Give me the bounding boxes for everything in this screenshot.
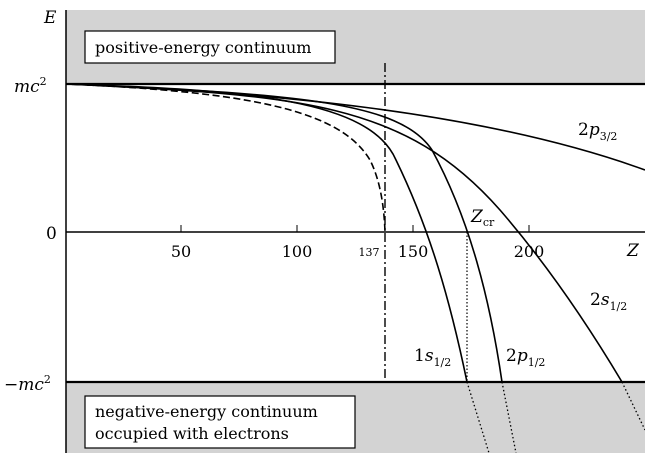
x-tick-marks: [180, 225, 530, 232]
y-axis-label: E: [43, 8, 57, 28]
x-tick-150: 150: [398, 242, 429, 261]
label-2s12: 2s1/2: [590, 290, 627, 313]
curve-2s12-continuation: [621, 381, 645, 431]
zcr-label: Zcr: [470, 207, 495, 229]
x-marker-137: 137: [359, 246, 380, 259]
curve-2p32: [65, 83, 645, 171]
curve-dirac-pointlike: [65, 83, 386, 233]
negative-continuum-box: [84, 395, 356, 449]
label-1s12: 1s1/2: [414, 346, 451, 369]
y-tick-mc2: mc2: [14, 75, 47, 97]
curve-2p12-continuation: [501, 381, 517, 453]
label-2p32: 2p3/2: [578, 120, 617, 143]
y-tick-zero: 0: [46, 224, 57, 244]
x-tick-200: 200: [514, 242, 545, 261]
label-2p12: 2p1/2: [506, 346, 545, 369]
positive-continuum-box: [84, 30, 336, 64]
negative-continuum-label-line2: occupied with electrons: [95, 424, 289, 443]
curve-2s12: [65, 83, 623, 383]
x-tick-100: 100: [282, 242, 313, 261]
curve-2p12: [65, 83, 503, 383]
positive-continuum-label: positive-energy continuum: [95, 38, 311, 57]
x-axis-label: Z: [626, 241, 640, 261]
curve-1s12: [65, 83, 468, 383]
negative-continuum-label-line1: negative-energy continuum: [95, 402, 318, 421]
y-tick-neg-mc2: −mc2: [4, 373, 51, 395]
x-tick-50: 50: [171, 242, 191, 261]
curve-1s12-continuation: [466, 381, 490, 453]
